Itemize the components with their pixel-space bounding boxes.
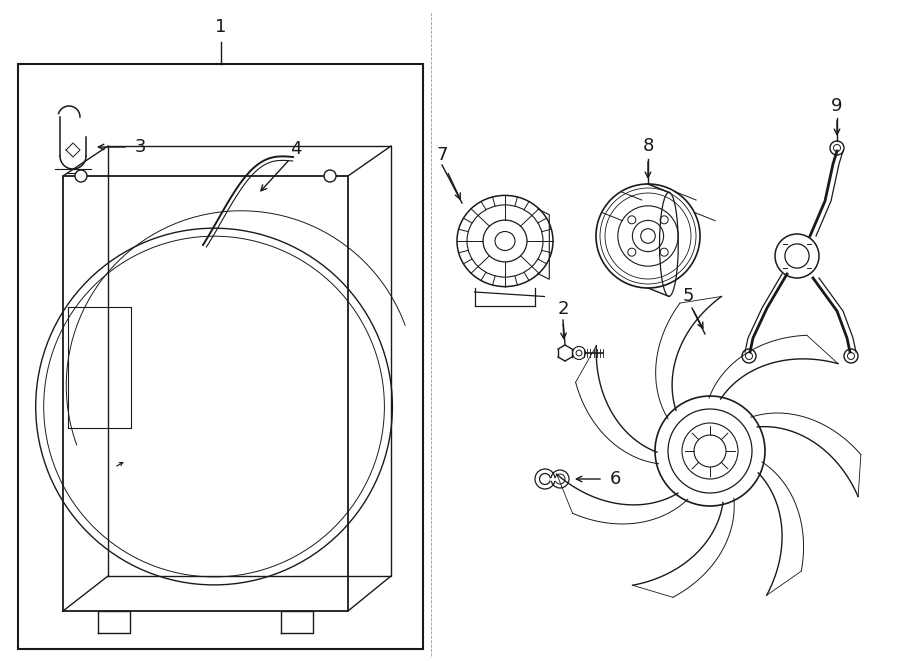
Text: 4: 4: [291, 140, 302, 158]
Bar: [18, 64, 423, 649]
Circle shape: [324, 170, 336, 182]
Text: 8: 8: [643, 137, 653, 155]
Text: 1: 1: [215, 18, 226, 36]
Text: 6: 6: [609, 470, 621, 488]
Text: 2: 2: [557, 300, 569, 318]
Text: 9: 9: [832, 97, 842, 115]
Circle shape: [75, 170, 87, 182]
Text: 3: 3: [134, 138, 146, 156]
Text: 7: 7: [436, 146, 448, 164]
Text: 5: 5: [682, 287, 694, 305]
